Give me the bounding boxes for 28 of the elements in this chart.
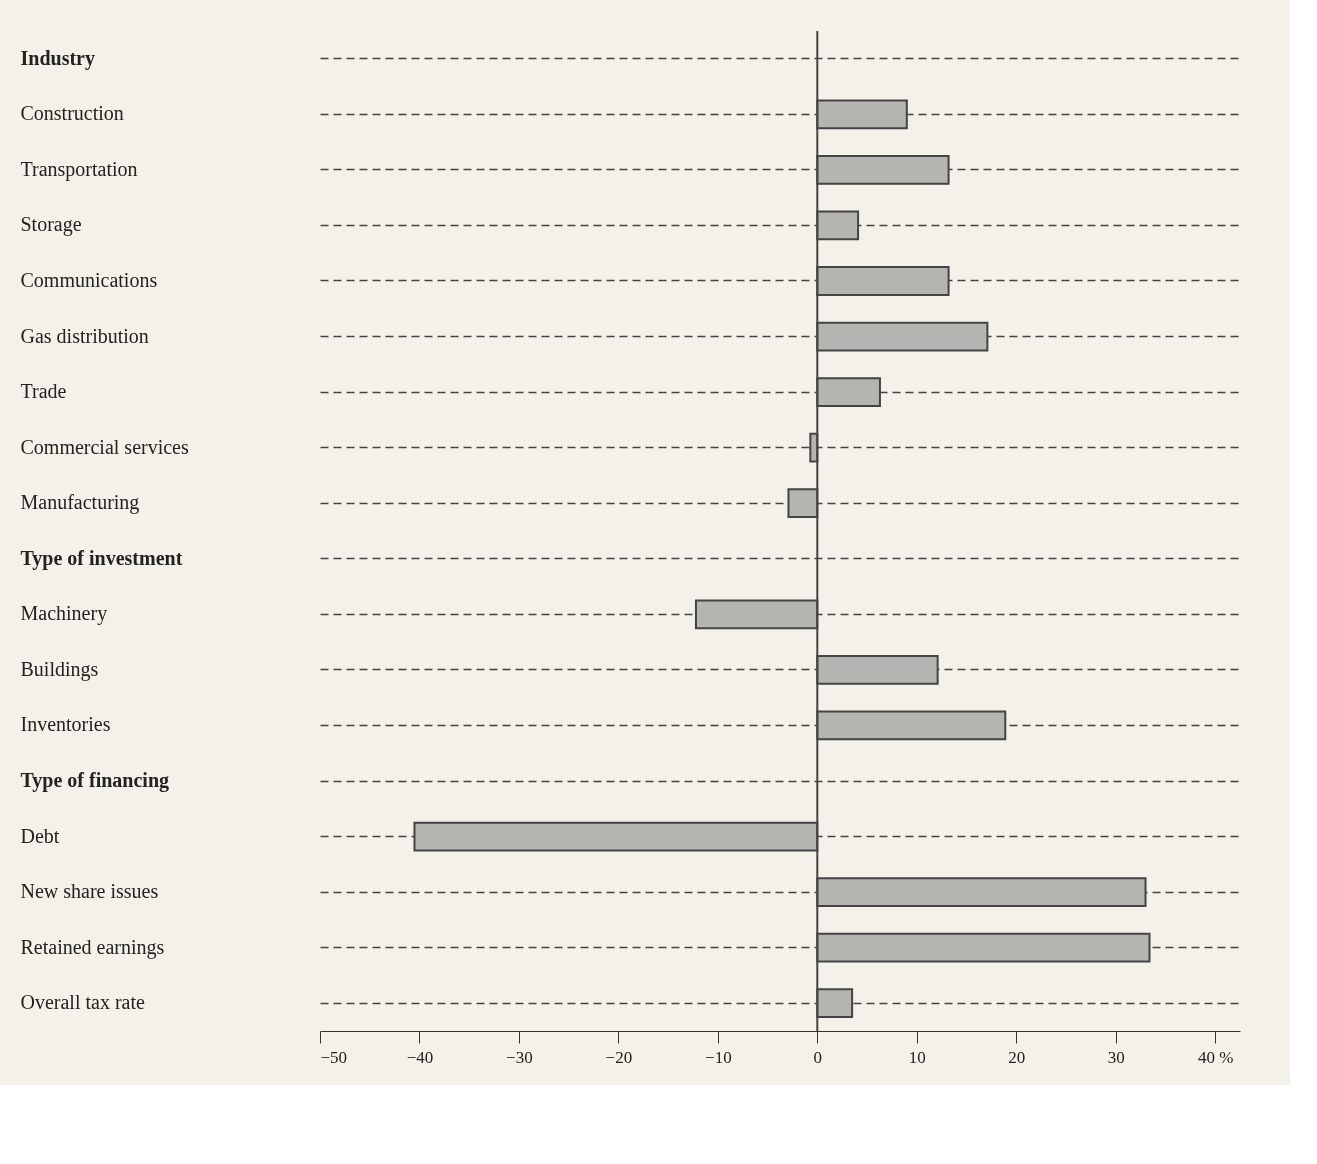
x-tick-label: 10 (908, 1047, 926, 1067)
x-tick-label: −40 (406, 1047, 434, 1067)
x-tick-label: −50 (320, 1047, 348, 1067)
y-tick-label: Storage (20, 213, 82, 237)
x-tick-label: −20 (605, 1047, 633, 1067)
y-tick-label: Communications (20, 269, 158, 291)
y-tick-label: Manufacturing (20, 491, 140, 515)
x-tick-label: −10 (705, 1047, 732, 1067)
y-tick-label: Industry (20, 46, 95, 70)
y-tick-label: Machinery (20, 602, 108, 626)
y-tick-label: Type of financing (20, 769, 170, 792)
y-tick-label: Inventories (20, 713, 111, 736)
x-tick-label: 30 (1107, 1047, 1125, 1067)
y-tick-label: Overall tax rate (20, 991, 145, 1014)
y-tick-label: Construction (20, 102, 124, 125)
x-tick-label: 40 % (1197, 1047, 1234, 1067)
y-tick-label: Debt (20, 824, 60, 847)
y-tick-label: New share issues (20, 880, 159, 903)
y-tick-label: Trade (20, 380, 67, 403)
y-tick-label: Commercial services (20, 435, 189, 458)
y-tick-label: Type of investment (20, 546, 183, 570)
x-tick-label: 20 (1008, 1047, 1026, 1067)
x-tick-label: −30 (506, 1047, 533, 1067)
y-tick-label: Buildings (20, 657, 99, 681)
y-tick-label: Gas distribution (20, 324, 149, 347)
x-tick-label: 0 (813, 1047, 823, 1067)
y-tick-label: Retained earnings (20, 935, 165, 959)
y-tick-label: Transportation (20, 157, 138, 181)
